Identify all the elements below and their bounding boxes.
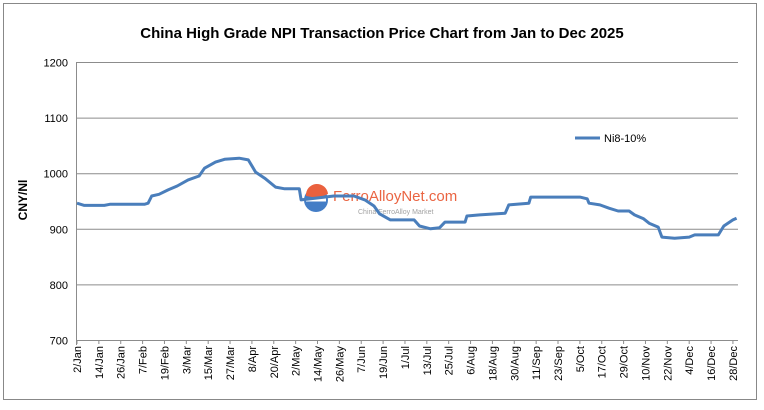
x-tick-label: 19/Feb bbox=[159, 346, 171, 380]
x-tick-label: 5/Oct bbox=[575, 346, 587, 372]
x-tick-label: 4/Dec bbox=[684, 346, 696, 375]
x-tick-label: 2/May bbox=[291, 346, 303, 376]
series-line-ni8-10 bbox=[76, 156, 738, 240]
watermark-tagline: China FerroAlloy Market bbox=[358, 209, 434, 216]
x-tick-label: 14/Jan bbox=[94, 346, 106, 379]
x-tick-label: 26/Jan bbox=[116, 346, 128, 379]
x-tick-label: 23/Sep bbox=[553, 346, 565, 381]
x-tick-label: 16/Dec bbox=[706, 346, 718, 381]
x-tick-label: 14/May bbox=[313, 346, 325, 383]
x-tick-label: 28/Dec bbox=[728, 346, 740, 381]
y-tick-label: 800 bbox=[50, 280, 68, 292]
x-tick-label: 1/Jul bbox=[400, 346, 412, 369]
x-tick-label: 29/Oct bbox=[619, 346, 631, 378]
y-axis-label: CNY/Nl bbox=[16, 180, 30, 221]
legend: Ni8-10% bbox=[575, 133, 646, 145]
legend-label: Ni8-10% bbox=[604, 133, 646, 145]
y-tick-label: 1100 bbox=[44, 113, 68, 125]
x-tick-label: 2/Jan bbox=[72, 346, 84, 373]
x-tick-label: 22/Nov bbox=[662, 346, 674, 381]
x-tick-label: 7/Jun bbox=[356, 346, 368, 373]
x-tick-label: 19/Jun bbox=[378, 346, 390, 379]
x-tick-label: 6/Aug bbox=[466, 346, 478, 375]
x-tick-label: 18/Aug bbox=[487, 346, 499, 381]
x-tick-label: 17/Oct bbox=[597, 346, 609, 378]
x-tick-label: 26/May bbox=[334, 346, 346, 383]
x-tick-label: 3/Mar bbox=[181, 346, 193, 374]
x-tick-label: 7/Feb bbox=[138, 346, 150, 374]
x-tick-label: 10/Nov bbox=[640, 346, 652, 381]
x-tick-label: 25/Jul bbox=[444, 346, 456, 375]
y-tick-label: 900 bbox=[50, 224, 68, 236]
x-tick-label: 20/Apr bbox=[269, 346, 281, 379]
x-tick-label: 13/Jul bbox=[422, 346, 434, 375]
x-tick-label: 8/Apr bbox=[247, 346, 259, 373]
x-tick-label: 15/Mar bbox=[203, 346, 215, 381]
y-tick-label: 1200 bbox=[44, 58, 68, 70]
x-tick-label: 11/Sep bbox=[531, 346, 543, 380]
x-tick-label: 27/Mar bbox=[225, 346, 237, 381]
x-tick-label: 30/Aug bbox=[509, 346, 521, 381]
chart-title: China High Grade NPI Transaction Price C… bbox=[140, 25, 623, 42]
y-tick-label: 1000 bbox=[44, 169, 68, 181]
y-tick-label: 700 bbox=[50, 336, 68, 348]
chart-border bbox=[3, 3, 757, 400]
